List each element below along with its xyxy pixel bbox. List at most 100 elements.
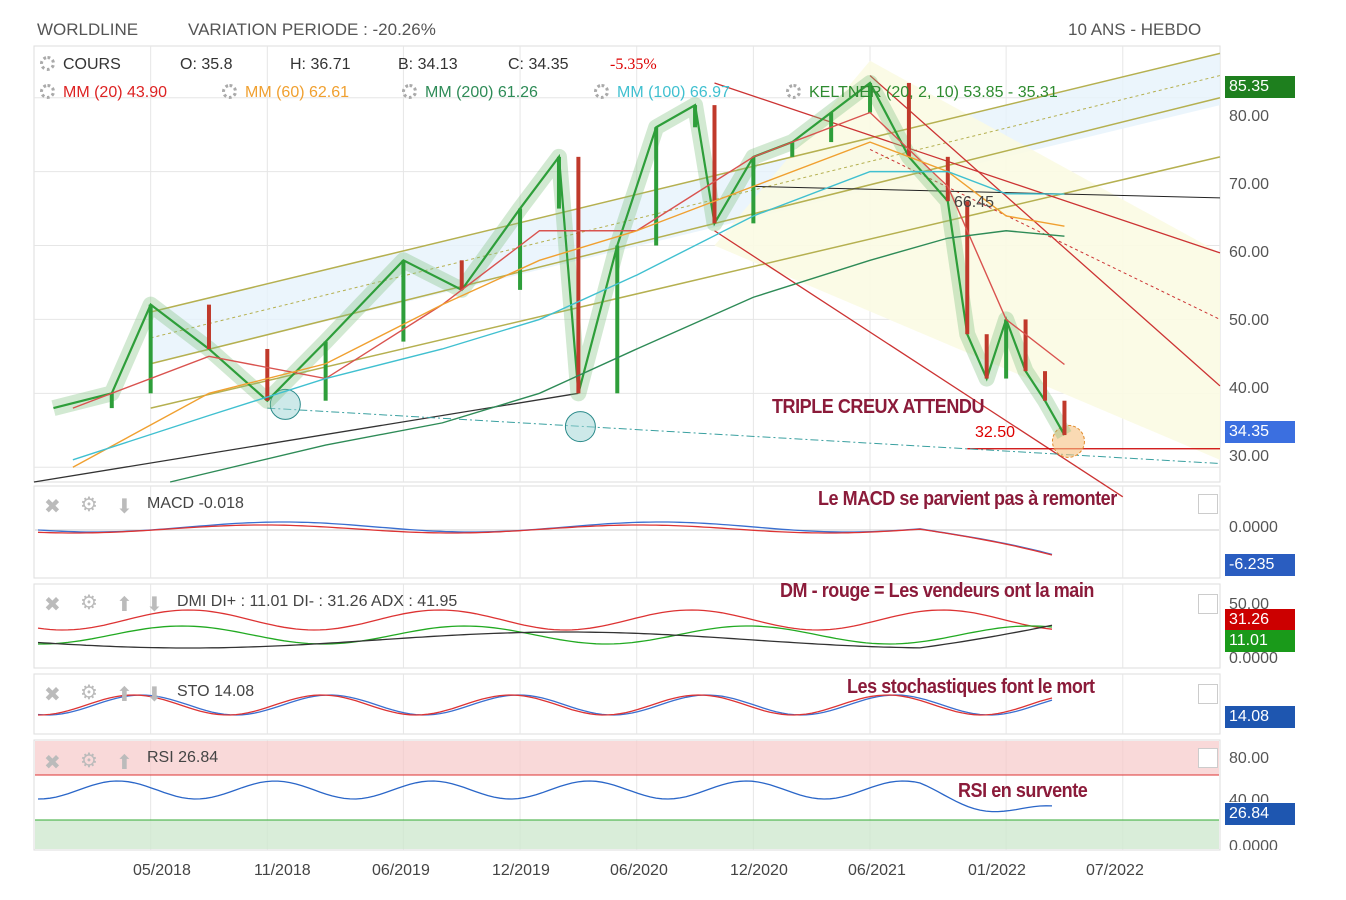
gear-icon[interactable] <box>222 84 237 99</box>
price-tick: 70.00 <box>1229 176 1270 193</box>
x-tick: 11/2018 <box>254 862 311 879</box>
rsi-oversold-zone <box>35 820 1219 849</box>
arrow-down-icon[interactable]: ⬇ <box>146 684 163 706</box>
price-tick: 50.00 <box>1229 312 1270 329</box>
candle <box>790 142 795 157</box>
sto-tag: 14.08 <box>1225 706 1295 728</box>
arrow-down-icon[interactable]: ⬇ <box>146 594 163 616</box>
candle <box>965 201 970 335</box>
close-icon[interactable]: ✖ <box>44 594 61 616</box>
last-price-tag: 34.35 <box>1225 421 1295 443</box>
rsi-axis-tick: 0.0000 <box>1229 838 1278 850</box>
gear-icon[interactable]: ⚙ <box>80 682 98 704</box>
arrow-up-icon[interactable]: ⬆ <box>116 752 133 774</box>
annotation-rsi: RSI en survente <box>958 780 1088 802</box>
bottom-circle <box>269 388 301 420</box>
dmi-plus-line <box>38 625 1053 645</box>
bull-channel-line <box>150 156 1221 409</box>
bear-channel-line <box>869 75 1221 387</box>
rsi-axis-tick: 40.00 <box>1229 792 1270 802</box>
candle <box>206 304 211 349</box>
gear-icon[interactable] <box>402 84 417 99</box>
macd-signal-line <box>37 524 1053 556</box>
close-icon[interactable]: ✖ <box>44 496 61 518</box>
legend-keltner: KELTNER (20, 2, 10) 53.85 - 35.31 <box>786 84 1058 102</box>
candle <box>459 260 464 290</box>
legend-cours: COURS <box>40 56 121 74</box>
gear-icon[interactable]: ⚙ <box>80 750 98 772</box>
close-icon[interactable]: ✖ <box>44 684 61 706</box>
macd-tag: -6.235 <box>1225 554 1295 576</box>
annotation-dmi: DM - rouge = Les vendeurs ont la main <box>780 580 1094 602</box>
annotation-macd: Le MACD se parvient pas à remonter <box>818 488 1117 510</box>
arrow-up-icon[interactable]: ⬆ <box>116 594 133 616</box>
sto-d-line <box>37 694 1053 716</box>
annotation-sto: Les stochastiques font le mort <box>847 676 1095 698</box>
x-tick: 05/2018 <box>133 862 191 879</box>
panel-checkbox[interactable] <box>1198 748 1218 768</box>
bottom-circle <box>564 411 596 443</box>
trend-line <box>33 392 579 483</box>
candle <box>576 156 581 394</box>
dmi-axis-tick: 0.0000 <box>1229 650 1278 667</box>
arrow-down-icon[interactable]: ⬇ <box>116 496 133 518</box>
bear-channel-line <box>714 230 1124 498</box>
x-tick: 01/2022 <box>968 862 1026 879</box>
series-line-mm-200- <box>169 230 1065 483</box>
price-tick: 30.00 <box>1229 448 1270 465</box>
sto-panel-frame <box>33 673 1221 735</box>
dmi-label: DMI DI+ : 11.01 DI- : 31.26 ADX : 41.95 <box>177 593 458 610</box>
gear-icon[interactable] <box>40 84 55 99</box>
candle <box>1004 319 1009 379</box>
gear-icon[interactable] <box>594 84 609 99</box>
macd-line <box>37 521 1053 556</box>
bull-channel-line <box>150 52 1221 313</box>
candle <box>1062 400 1067 436</box>
dmi-plus-tag: 11.01 <box>1225 630 1295 652</box>
rsi-panel-frame <box>33 739 1221 851</box>
panel-checkbox[interactable] <box>1198 684 1218 704</box>
close-icon[interactable]: ✖ <box>44 752 61 774</box>
timeframe-label: 10 ANS - HEBDO <box>1068 20 1202 39</box>
period-variation: VARIATION PERIODE : -20.26% <box>188 20 436 39</box>
sto-label: STO 14.08 <box>177 683 255 700</box>
x-tick: 06/2020 <box>610 862 668 879</box>
panel-checkbox[interactable] <box>1198 594 1218 614</box>
candle <box>265 348 270 401</box>
macd-label: MACD -0.018 <box>147 495 244 512</box>
panel-checkbox[interactable] <box>1198 494 1218 514</box>
x-tick: 07/2022 <box>1086 862 1144 879</box>
candle <box>945 156 950 202</box>
x-tick: 06/2021 <box>848 862 906 879</box>
keltner-top-tag: 85.35 <box>1225 76 1295 98</box>
candle <box>1043 371 1048 401</box>
dmi-minus-tag: 31.26 <box>1225 609 1295 631</box>
legend-mm60: MM (60) 62.61 <box>222 84 349 102</box>
sto-k-line <box>37 694 1053 716</box>
legend-change: -5.35% <box>610 56 657 73</box>
price-tick: 40.00 <box>1229 380 1270 397</box>
candle <box>109 393 114 409</box>
resistance-line <box>753 185 1221 199</box>
gear-icon[interactable] <box>40 56 55 71</box>
support-label: 32.50 <box>975 424 1016 441</box>
macd-axis-tick: 0.0000 <box>1229 519 1278 536</box>
series-line-mm-100- <box>72 170 1065 461</box>
gear-icon[interactable]: ⚙ <box>80 592 98 614</box>
candle <box>556 156 561 209</box>
rsi-line <box>37 780 1053 813</box>
resistance-label: 66.45 <box>954 194 995 211</box>
series-line-mm-60- <box>72 141 1065 468</box>
price-tick: 80.00 <box>1229 108 1270 125</box>
x-tick: 12/2019 <box>492 862 550 879</box>
gear-icon[interactable] <box>786 84 801 99</box>
candle <box>654 127 659 246</box>
legend-close: C: 34.35 <box>508 56 569 73</box>
bear-channel-line <box>714 82 1221 254</box>
candle <box>868 82 873 113</box>
arrow-up-icon[interactable]: ⬆ <box>116 684 133 706</box>
legend-low: B: 34.13 <box>398 56 458 73</box>
legend-mm200: MM (200) 61.26 <box>402 84 538 102</box>
rsi-overbought-zone <box>35 741 1219 775</box>
gear-icon[interactable]: ⚙ <box>80 494 98 516</box>
